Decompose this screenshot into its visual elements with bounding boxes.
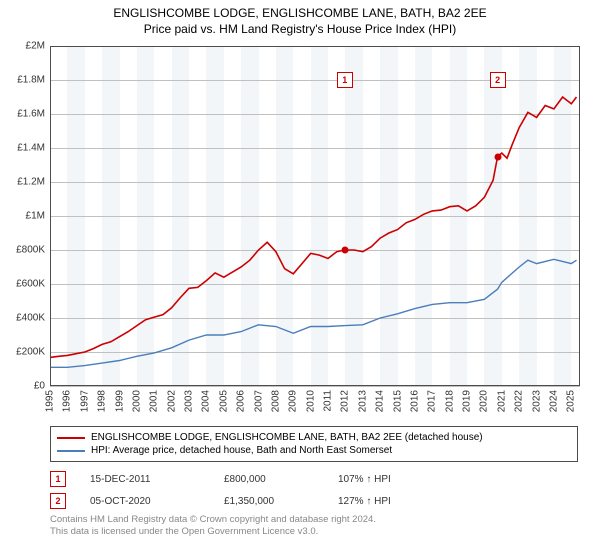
x-tick-label: 2015 [392,390,403,412]
series-price_paid [50,97,577,357]
sale-dot-2 [494,153,501,160]
x-tick-label: 2021 [496,390,507,412]
x-tick-label: 2025 [566,390,577,412]
x-tick-label: 2000 [131,390,142,412]
sale-pct: 107% ↑ HPI [338,474,448,485]
y-tick-label: £1.6M [1,109,45,120]
title-line-1: ENGLISHCOMBE LODGE, ENGLISHCOMBE LANE, B… [0,6,600,22]
x-tick-label: 2003 [184,390,195,412]
x-tick-label: 2012 [340,390,351,412]
footer-line-2: This data is licensed under the Open Gov… [50,526,578,538]
x-tick-label: 2011 [323,390,334,412]
x-tick-label: 2019 [462,390,473,412]
y-tick-label: £0 [1,381,45,392]
y-tick-label: £800K [1,245,45,256]
x-tick-label: 2024 [548,390,559,412]
y-tick-label: £600K [1,279,45,290]
x-tick-label: 2017 [427,390,438,412]
x-tick-label: 2022 [514,390,525,412]
footer-attribution: Contains HM Land Registry data © Crown c… [50,514,578,539]
x-tick-label: 1995 [45,390,56,412]
plot-area: 12 £0£200K£400K£600K£800K£1M£1.2M£1.4M£1… [50,46,580,386]
x-tick-label: 2004 [201,390,212,412]
sale-date: 05-OCT-2020 [90,496,200,507]
y-tick-label: £400K [1,313,45,324]
x-tick-label: 2018 [444,390,455,412]
legend-label-hpi: HPI: Average price, detached house, Bath… [91,445,392,456]
x-tick-label: 2013 [357,390,368,412]
sale-price: £800,000 [224,474,314,485]
sale-pct: 127% ↑ HPI [338,496,448,507]
x-tick-label: 1996 [62,390,73,412]
y-tick-label: £1.4M [1,143,45,154]
title-line-2: Price paid vs. HM Land Registry's House … [0,22,600,38]
x-tick-label: 2008 [270,390,281,412]
x-tick-label: 2007 [253,390,264,412]
sale-marker-1: 1 [337,72,353,88]
legend-swatch-hpi [57,450,85,452]
y-tick-label: £200K [1,347,45,358]
x-tick-label: 2016 [409,390,420,412]
x-tick-label: 1999 [114,390,125,412]
series-lines [50,46,580,386]
y-tick-label: £1.2M [1,177,45,188]
sale-row: 2 05-OCT-2020 £1,350,000 127% ↑ HPI [50,490,578,512]
x-tick-label: 2010 [305,390,316,412]
legend-swatch-price [57,437,85,439]
y-tick-label: £1.8M [1,75,45,86]
x-tick-label: 1998 [97,390,108,412]
x-tick-label: 2001 [149,390,160,412]
x-tick-label: 2023 [531,390,542,412]
sale-row: 1 15-DEC-2011 £800,000 107% ↑ HPI [50,468,578,490]
x-tick-label: 2014 [375,390,386,412]
legend-label-price: ENGLISHCOMBE LODGE, ENGLISHCOMBE LANE, B… [91,432,483,443]
x-tick-label: 2009 [288,390,299,412]
y-tick-label: £2M [1,41,45,52]
chart-title: ENGLISHCOMBE LODGE, ENGLISHCOMBE LANE, B… [0,0,600,37]
x-tick-label: 2005 [218,390,229,412]
sale-marker-2: 2 [490,72,506,88]
legend-row-hpi: HPI: Average price, detached house, Bath… [57,444,571,457]
series-hpi [50,259,577,367]
legend: ENGLISHCOMBE LODGE, ENGLISHCOMBE LANE, B… [50,426,578,462]
sale-row-marker: 2 [50,493,66,509]
y-tick-label: £1M [1,211,45,222]
x-tick-label: 2006 [236,390,247,412]
x-tick-label: 1997 [79,390,90,412]
footer-line-1: Contains HM Land Registry data © Crown c… [50,514,578,526]
gridline [50,386,580,387]
chart-container: ENGLISHCOMBE LODGE, ENGLISHCOMBE LANE, B… [0,0,600,560]
sales-table: 1 15-DEC-2011 £800,000 107% ↑ HPI 2 05-OCT-20… [50,468,578,512]
sale-price: £1,350,000 [224,496,314,507]
sale-dot-1 [341,247,348,254]
legend-row-price: ENGLISHCOMBE LODGE, ENGLISHCOMBE LANE, B… [57,431,571,444]
x-tick-label: 2002 [166,390,177,412]
x-tick-label: 2020 [479,390,490,412]
sale-row-marker: 1 [50,471,66,487]
sale-date: 15-DEC-2011 [90,474,200,485]
